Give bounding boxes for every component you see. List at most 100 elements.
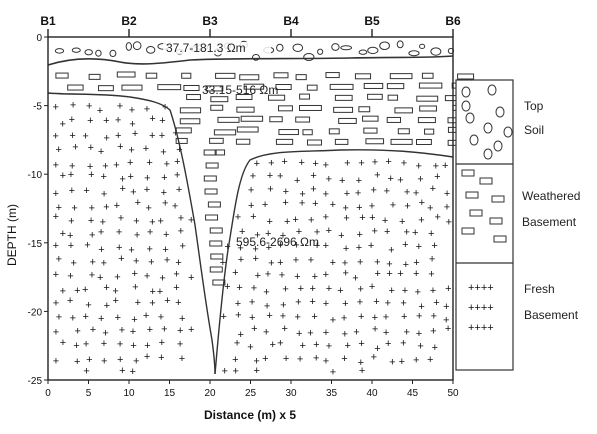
weathered-block [424,128,435,135]
fresh-basement-symbol: + [117,354,123,366]
fresh-basement-symbol: + [102,161,108,173]
fresh-basement-symbol: + [144,184,150,196]
fresh-basement-symbol: + [175,257,181,269]
fresh-basement-symbol: + [267,184,273,196]
weathered-block [210,253,224,260]
fresh-basement-symbol: + [341,353,347,365]
fresh-basement-symbol: + [342,329,348,341]
weathered-block [204,188,218,195]
fresh-basement-symbol: + [130,326,136,338]
weathered-block [55,72,69,79]
fresh-basement-symbol: + [433,297,439,309]
weathered-block [275,138,294,145]
weathered-block [278,129,299,136]
fresh-basement-symbol: + [308,215,314,227]
fresh-basement-symbol: + [418,214,424,226]
fresh-basement-symbol: + [127,157,133,169]
fresh-basement-symbol: + [299,197,305,209]
fresh-basement-symbol: + [176,184,182,196]
fresh-basement-symbol: + [443,301,449,313]
top-soil-pebble [396,40,404,49]
fresh-basement-symbol: + [145,203,151,215]
fresh-basement-symbol: + [114,200,120,212]
fresh-basement-symbol: + [97,105,103,117]
fresh-basement-symbol: + [179,353,185,365]
fresh-basement-symbol: + [254,230,260,242]
fresh-basement-symbol: + [298,283,304,295]
top-soil-boundary [47,55,454,66]
fresh-basement-symbol: + [388,245,394,257]
fresh-basement-symbol: + [266,242,272,254]
weathered-block [236,106,255,113]
x-tick-label: 35 [326,388,338,399]
fresh-basement-symbol: + [53,298,59,310]
fresh-basement-symbol: + [265,268,271,280]
legend-weathered-swatch [461,169,507,243]
fresh-basement-symbol: + [330,199,336,211]
fresh-basement-symbol: + [251,323,257,335]
fresh-basement-symbol: + [143,310,149,322]
weathered-block [207,201,221,208]
fresh-basement-symbol: + [388,285,394,297]
legend-block [461,227,475,235]
fresh-basement-symbol: + [101,356,107,368]
fresh-basement-symbol: + [172,200,178,212]
weathered-block [205,162,219,169]
fresh-basement-symbol: + [98,226,104,238]
legend-fresh-symbol-2: ++++ [468,302,494,314]
fresh-basement-symbol: + [312,198,318,210]
fresh-basement-symbol: + [134,229,140,241]
fresh-basement-symbol: + [268,257,274,269]
fresh-basement-symbol: + [84,239,90,251]
fresh-basement-symbol: + [387,173,393,185]
fresh-basement-symbol: + [434,171,440,183]
weathered-block [325,72,340,79]
fresh-basement-symbol: + [132,268,138,280]
weathered-block [338,117,357,124]
fresh-basement-symbol: + [69,114,75,126]
fresh-basement-symbol: + [397,268,403,280]
fresh-basement-symbol: + [53,355,59,367]
weathered-block [88,73,101,80]
fresh-basement-symbol: + [237,242,243,254]
fresh-basement-symbol: + [82,131,88,143]
weathered-block [397,128,410,135]
fresh-basement-symbol: + [100,216,106,228]
weathered-block [215,72,236,79]
fresh-basement-symbol: + [159,130,165,142]
fresh-basement-symbol: + [343,212,349,224]
fresh-basement-symbol: + [117,339,123,351]
fresh-basement-symbol: + [330,315,336,327]
fresh-basement-symbol: + [86,100,92,112]
fresh-basement-symbol: + [442,160,448,172]
fresh-basement-symbol: + [250,171,256,183]
fresh-basement-symbol: + [295,296,301,308]
y-tick-label: -15 [28,239,43,250]
fresh-basement-symbol: + [116,242,122,254]
y-tick-label: -10 [28,170,43,181]
legend-weathered-line-1: Weathered [522,189,580,203]
fresh-basement-symbol: + [176,144,182,156]
fresh-basement-symbol: + [252,244,258,256]
weathered-block [295,74,307,81]
fresh-basement-symbol: + [293,254,299,266]
weathered-block [209,240,223,247]
top-soil-pebble [276,43,284,52]
weathered-block [390,138,413,145]
top-soil-pebble [292,43,304,53]
fresh-basement-symbol: + [386,268,392,280]
fresh-basement-symbol: + [180,240,186,252]
fresh-basement-symbol: + [133,255,139,267]
fresh-basement-symbol: + [174,169,180,181]
fresh-basement-symbol: + [444,202,450,214]
fresh-basement-symbol: + [431,311,437,323]
weathered-block [157,84,182,91]
fresh-basement-symbol: + [266,216,272,228]
fresh-basement-symbol: + [384,226,390,238]
fresh-basement-symbol: + [383,312,389,324]
fresh-basement-symbol: + [113,160,119,172]
legend-fresh-symbol-3: ++++ [468,322,494,334]
fresh-basement-symbol: + [103,282,109,294]
fresh-basement-symbol: + [67,295,73,307]
fresh-basement-symbol: + [135,197,141,209]
